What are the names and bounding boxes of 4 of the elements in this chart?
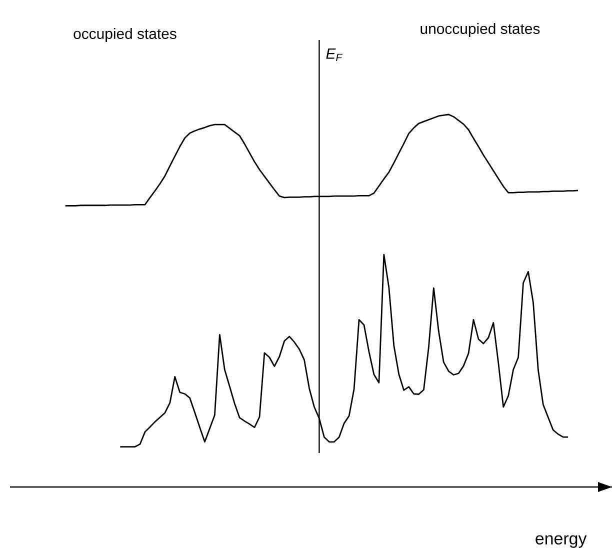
- text: E$_{F}$: [326, 48, 343, 62]
- text: unoccupied states: [420, 23, 540, 37]
- text: occupied states: [74, 28, 176, 42]
- x-axis-title: energy: [536, 535, 587, 548]
